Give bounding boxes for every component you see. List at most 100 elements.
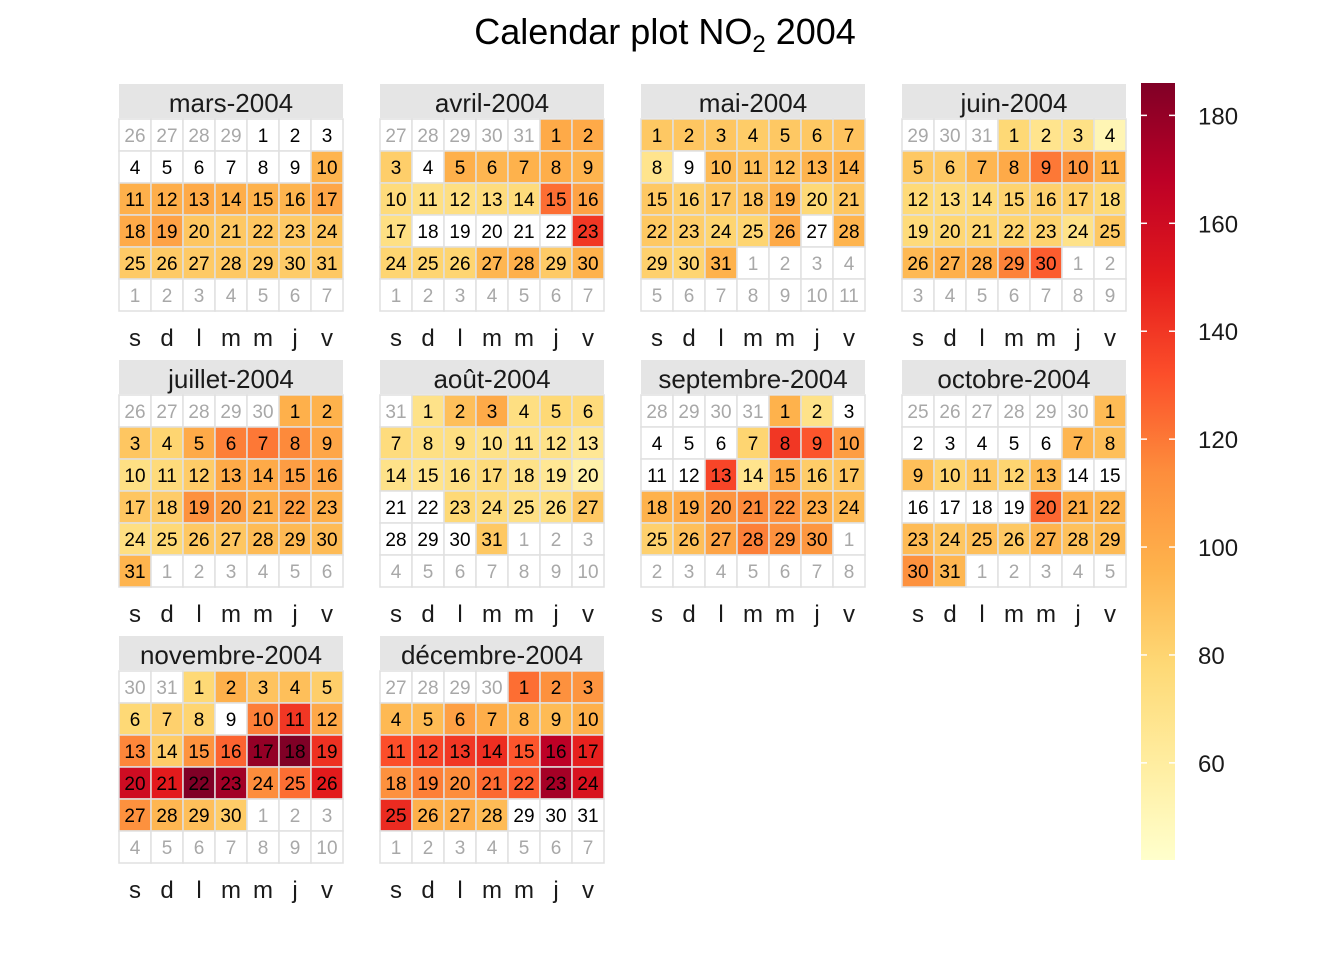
day-number: 7 bbox=[748, 434, 759, 455]
day-cell bbox=[310, 118, 344, 152]
day-cell bbox=[571, 798, 605, 832]
day-cell bbox=[571, 734, 605, 768]
day-cell bbox=[182, 458, 216, 492]
day-cell bbox=[379, 554, 413, 588]
day-number: 21 bbox=[156, 774, 177, 795]
day-number: 11 bbox=[514, 434, 534, 455]
day-cell bbox=[379, 734, 413, 768]
day-number: 1 bbox=[391, 838, 402, 859]
day-cell bbox=[1061, 150, 1095, 184]
month-strip bbox=[641, 84, 865, 118]
day-number: 28 bbox=[156, 806, 177, 827]
day-number: 31 bbox=[742, 402, 763, 423]
day-number: 10 bbox=[806, 286, 827, 307]
weekday-label: d bbox=[943, 601, 956, 628]
weekday-label: j bbox=[291, 877, 297, 904]
day-number: 27 bbox=[710, 530, 731, 551]
day-cell bbox=[571, 458, 605, 492]
weekday-label: d bbox=[421, 325, 434, 352]
day-number: 8 bbox=[194, 710, 205, 731]
day-number: 1 bbox=[780, 402, 791, 423]
day-cell bbox=[832, 118, 866, 152]
day-number: 26 bbox=[417, 806, 438, 827]
day-cell bbox=[310, 670, 344, 704]
day-number: 10 bbox=[710, 158, 731, 179]
day-cell bbox=[640, 150, 674, 184]
day-number: 1 bbox=[1105, 402, 1116, 423]
day-cell bbox=[379, 394, 413, 428]
weekday-label: m bbox=[775, 601, 795, 628]
day-number: 6 bbox=[1009, 286, 1020, 307]
day-cell bbox=[507, 670, 541, 704]
day-number: 7 bbox=[258, 434, 269, 455]
day-number: 1 bbox=[844, 530, 855, 551]
day-number: 6 bbox=[194, 158, 205, 179]
day-number: 5 bbox=[258, 286, 269, 307]
weekday-label: d bbox=[421, 601, 434, 628]
day-cell bbox=[672, 426, 706, 460]
day-cell bbox=[832, 246, 866, 280]
weekday-label: m bbox=[482, 601, 502, 628]
day-number: 1 bbox=[519, 530, 530, 551]
day-number: 11 bbox=[386, 742, 406, 763]
month-strip bbox=[119, 636, 343, 670]
day-cell bbox=[571, 426, 605, 460]
day-number: 2 bbox=[652, 562, 663, 583]
day-number: 15 bbox=[545, 190, 566, 211]
day-cell bbox=[118, 830, 152, 864]
day-number: 5 bbox=[519, 286, 530, 307]
day-number: 9 bbox=[1041, 158, 1052, 179]
day-number: 9 bbox=[780, 286, 791, 307]
day-number: 9 bbox=[913, 466, 924, 487]
day-number: 15 bbox=[252, 190, 273, 211]
day-number: 2 bbox=[226, 678, 237, 699]
day-number: 1 bbox=[652, 126, 663, 147]
day-cell bbox=[965, 214, 999, 248]
day-number: 4 bbox=[844, 254, 855, 275]
day-cell bbox=[507, 118, 541, 152]
day-number: 27 bbox=[971, 402, 992, 423]
day-number: 24 bbox=[252, 774, 274, 795]
day-number: 25 bbox=[417, 254, 438, 275]
day-cell bbox=[1061, 490, 1095, 524]
day-cell bbox=[1093, 246, 1127, 280]
weekday-label: l bbox=[196, 877, 201, 904]
day-cell bbox=[965, 118, 999, 152]
day-number: 10 bbox=[316, 158, 337, 179]
colorbar: 60 80 100 120 140 160 180 bbox=[1141, 83, 1238, 860]
day-cell bbox=[1061, 182, 1095, 216]
day-cell bbox=[1093, 150, 1127, 184]
day-number: 31 bbox=[481, 530, 502, 551]
day-number: 29 bbox=[220, 402, 241, 423]
day-cell bbox=[411, 554, 445, 588]
month-label: juillet-2004 bbox=[167, 364, 294, 394]
month-strip bbox=[380, 636, 604, 670]
day-cell bbox=[507, 702, 541, 736]
weekday-label: d bbox=[682, 601, 695, 628]
day-cell bbox=[1093, 182, 1127, 216]
weekday-label: j bbox=[1074, 325, 1080, 352]
day-cell bbox=[571, 830, 605, 864]
day-number: 7 bbox=[391, 434, 402, 455]
day-cell bbox=[379, 458, 413, 492]
day-number: 25 bbox=[385, 806, 406, 827]
day-number: 7 bbox=[226, 838, 237, 859]
day-number: 4 bbox=[130, 838, 141, 859]
day-cell bbox=[475, 554, 509, 588]
day-cell bbox=[997, 458, 1031, 492]
day-cell bbox=[933, 426, 967, 460]
day-cell bbox=[736, 458, 770, 492]
day-number: 31 bbox=[124, 562, 145, 583]
weekday-label: v bbox=[1104, 601, 1116, 628]
day-number: 7 bbox=[977, 158, 988, 179]
day-number: 1 bbox=[1073, 254, 1084, 275]
day-number: 31 bbox=[156, 678, 177, 699]
day-number: 23 bbox=[678, 222, 699, 243]
day-number: 20 bbox=[1035, 498, 1056, 519]
colorbar-tick-label: 160 bbox=[1198, 211, 1238, 238]
day-number: 24 bbox=[385, 254, 407, 275]
day-cell bbox=[475, 522, 509, 556]
day-cell bbox=[507, 182, 541, 216]
